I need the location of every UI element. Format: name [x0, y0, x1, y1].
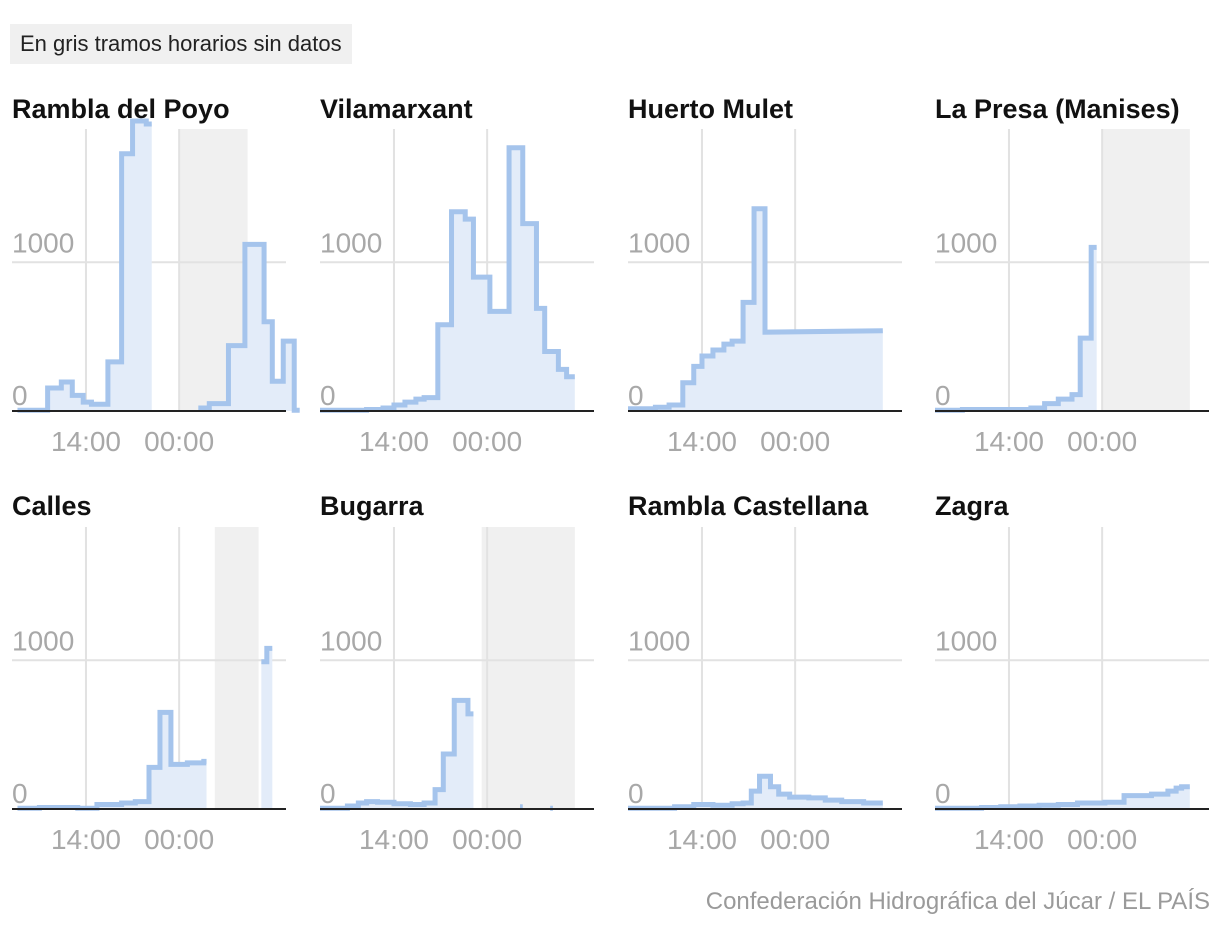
y-tick-label: 0 [320, 380, 336, 411]
x-tick-label: 00:00 [452, 824, 522, 855]
x-tick-label: 14:00 [974, 824, 1044, 855]
series-line [261, 645, 273, 665]
chart-title: Rambla del Poyo [12, 94, 230, 124]
x-tick-label: 00:00 [1067, 824, 1137, 855]
x-tick-label: 14:00 [51, 426, 121, 457]
chart-title: Zagra [935, 491, 1010, 521]
chart-title: Bugarra [320, 491, 425, 521]
chart-title: La Presa (Manises) [935, 94, 1180, 124]
chart-panel: 0 1000 14:00 00:00 Rambla Castellana [628, 491, 902, 855]
series-area [935, 247, 1097, 411]
series-line [320, 697, 474, 811]
y-tick-label: 0 [628, 380, 644, 411]
y-tick-label: 1000 [935, 227, 997, 258]
chart-panel: 0 1000 14:00 00:00 Bugarra [320, 491, 594, 855]
chart-title: Vilamarxant [320, 94, 473, 124]
series-area [198, 244, 300, 411]
x-tick-label: 00:00 [1067, 426, 1137, 457]
x-tick-label: 14:00 [359, 824, 429, 855]
x-tick-label: 14:00 [51, 824, 121, 855]
chart-title: Calles [12, 491, 92, 521]
y-tick-label: 0 [12, 380, 28, 411]
no-data-band [1102, 129, 1190, 411]
chart-panel: 0 1000 14:00 00:00 Zagra [935, 491, 1209, 855]
chart-panel: 0 1000 14:00 00:00 Huerto Mulet [628, 94, 902, 457]
x-tick-label: 14:00 [359, 426, 429, 457]
x-tick-label: 14:00 [974, 426, 1044, 457]
y-tick-label: 0 [935, 380, 951, 411]
source-credit: Confederación Hidrográfica del Júcar / E… [705, 888, 1210, 915]
no-data-band [481, 527, 575, 809]
series-area [320, 700, 474, 809]
y-tick-label: 1000 [12, 227, 74, 258]
series-area [261, 648, 273, 809]
series-line [17, 709, 207, 811]
x-tick-label: 00:00 [760, 824, 830, 855]
x-tick-label: 00:00 [144, 426, 214, 457]
x-tick-label: 00:00 [760, 426, 830, 457]
series-line [628, 206, 883, 412]
y-tick-label: 0 [320, 778, 336, 809]
series-line [320, 145, 575, 413]
x-tick-label: 14:00 [667, 426, 737, 457]
chart-panel: 0 1000 14:00 00:00 Rambla del Poyo [12, 94, 300, 457]
y-tick-label: 0 [12, 778, 28, 809]
series-line [935, 784, 1190, 811]
y-tick-label: 1000 [320, 227, 382, 258]
series-area [17, 712, 207, 809]
x-tick-label: 14:00 [667, 824, 737, 855]
series-line [17, 118, 152, 413]
chart-panel: 0 1000 14:00 00:00 Calles [12, 491, 286, 855]
series-area [628, 208, 883, 411]
x-tick-label: 00:00 [452, 426, 522, 457]
y-tick-label: 1000 [628, 227, 690, 258]
chart-panel: 0 1000 14:00 00:00 Vilamarxant [320, 94, 594, 457]
series-area [17, 121, 152, 411]
y-tick-label: 1000 [12, 625, 74, 656]
y-tick-label: 1000 [628, 625, 690, 656]
chart-title: Rambla Castellana [628, 491, 869, 521]
x-tick-label: 00:00 [144, 824, 214, 855]
series-line [935, 244, 1097, 413]
no-data-band [214, 527, 259, 809]
series-line [198, 241, 300, 413]
series-line [628, 773, 883, 811]
legend-note: En gris tramos horarios sin datos [10, 24, 352, 64]
y-tick-label: 0 [628, 778, 644, 809]
y-tick-label: 0 [935, 778, 951, 809]
y-tick-label: 1000 [320, 625, 382, 656]
chart-title: Huerto Mulet [628, 94, 793, 124]
y-tick-label: 1000 [935, 625, 997, 656]
chart-panel: 0 1000 14:00 00:00 La Presa (Manises) [935, 94, 1209, 457]
